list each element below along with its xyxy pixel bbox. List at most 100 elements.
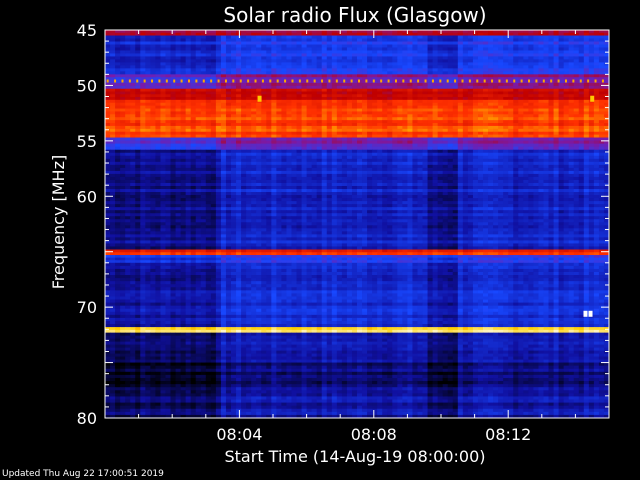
heatmap-cell [321, 80, 328, 84]
heatmap-cell [301, 50, 307, 54]
heatmap-cell [508, 32, 514, 36]
heatmap-cell [351, 123, 358, 127]
heatmap-cell [513, 44, 519, 48]
heatmap-cell [518, 74, 524, 78]
heatmap-cell [251, 97, 257, 101]
heatmap-cell [397, 41, 403, 45]
heatmap-cell [462, 167, 469, 172]
heatmap-cell [407, 102, 413, 107]
heatmap-cell [578, 155, 585, 160]
heatmap-cell [180, 88, 187, 92]
heatmap-cell [195, 108, 202, 112]
heatmap-cell [351, 41, 358, 45]
heatmap-cell [346, 117, 353, 121]
heatmap-cell [377, 134, 383, 138]
heatmap-cell [266, 32, 272, 36]
heatmap-cell [372, 105, 378, 109]
heatmap-cell [296, 105, 302, 109]
heatmap-cell [382, 59, 388, 63]
heatmap-cell [402, 167, 408, 172]
heatmap-cell [432, 149, 439, 154]
heatmap-cell [251, 105, 257, 109]
heatmap-cell [603, 134, 610, 138]
heatmap-cell [377, 128, 383, 133]
heatmap-cell [276, 80, 282, 84]
heatmap-cell [115, 32, 121, 36]
heatmap-cell [543, 68, 549, 72]
heatmap-cell [276, 128, 282, 133]
heatmap-cell [271, 99, 277, 104]
heatmap-cell [558, 137, 565, 141]
heatmap-cell [533, 97, 539, 101]
heatmap-cell [357, 123, 363, 127]
heatmap-cell [346, 77, 353, 81]
heatmap-cell [367, 65, 373, 69]
heatmap-cell [377, 85, 383, 90]
heatmap-cell [392, 71, 398, 75]
heatmap-cell [503, 125, 509, 130]
heatmap-cell [518, 38, 524, 42]
heatmap-cell [135, 65, 141, 69]
heatmap-cell [442, 74, 449, 78]
heatmap-cell [568, 91, 575, 95]
heatmap-cell [593, 155, 600, 160]
heatmap-cell [553, 105, 559, 109]
heatmap-cell [573, 137, 580, 141]
heatmap-cell [321, 77, 328, 81]
heatmap-cell [543, 65, 549, 69]
heatmap-cell [326, 102, 333, 107]
heatmap-cell [170, 30, 176, 34]
heatmap-cell [341, 125, 348, 130]
heatmap-cell [346, 170, 353, 175]
heatmap-cell [210, 41, 217, 45]
heatmap-cell [477, 152, 484, 157]
heatmap-cell [351, 59, 358, 63]
heatmap-cell [553, 30, 559, 34]
heatmap-cell [346, 120, 353, 124]
heatmap-cell [231, 53, 237, 57]
heatmap-cell [205, 173, 212, 178]
heatmap-cell [130, 123, 136, 127]
heatmap-cell [588, 131, 595, 136]
heatmap-cell [412, 68, 418, 72]
heatmap-cell [145, 47, 151, 51]
heatmap-cell [296, 143, 302, 148]
heatmap-cell [215, 170, 222, 175]
heatmap-cell [417, 164, 423, 169]
heatmap-cell [508, 82, 514, 87]
heatmap-cell [210, 97, 217, 101]
heatmap-cell [357, 152, 363, 157]
heatmap-cell [306, 88, 313, 92]
heatmap-cell [493, 94, 499, 98]
heatmap-cell [452, 114, 459, 118]
heatmap-cell [220, 152, 227, 157]
heatmap-cell [246, 30, 252, 34]
heatmap-cell [195, 111, 202, 115]
heatmap-cell [367, 102, 373, 107]
heatmap-cell [462, 50, 469, 54]
heatmap-cell [422, 68, 428, 72]
heatmap-cell [231, 173, 237, 178]
heatmap-cell [140, 137, 146, 141]
heatmap-cell [578, 91, 585, 95]
heatmap-cell [231, 111, 237, 115]
heatmap-cell [236, 164, 242, 169]
heatmap-cell [503, 167, 509, 172]
heatmap-cell [598, 155, 605, 160]
heatmap-cell [331, 91, 338, 95]
heatmap-cell [558, 114, 565, 118]
heatmap-cell [165, 105, 171, 109]
heatmap-cell [351, 170, 358, 175]
heatmap-cell [185, 134, 192, 138]
heatmap-cell [220, 38, 227, 42]
heatmap-cell [256, 82, 262, 87]
heatmap-cell [241, 38, 247, 42]
heatmap-cell [236, 99, 242, 104]
heatmap-cell [437, 44, 444, 48]
heatmap-cell [346, 125, 353, 130]
heatmap-cell [170, 59, 176, 63]
heatmap-cell [467, 82, 474, 87]
heatmap-cell [467, 140, 474, 145]
heatmap-cell [120, 117, 126, 121]
heatmap-cell [331, 137, 338, 141]
